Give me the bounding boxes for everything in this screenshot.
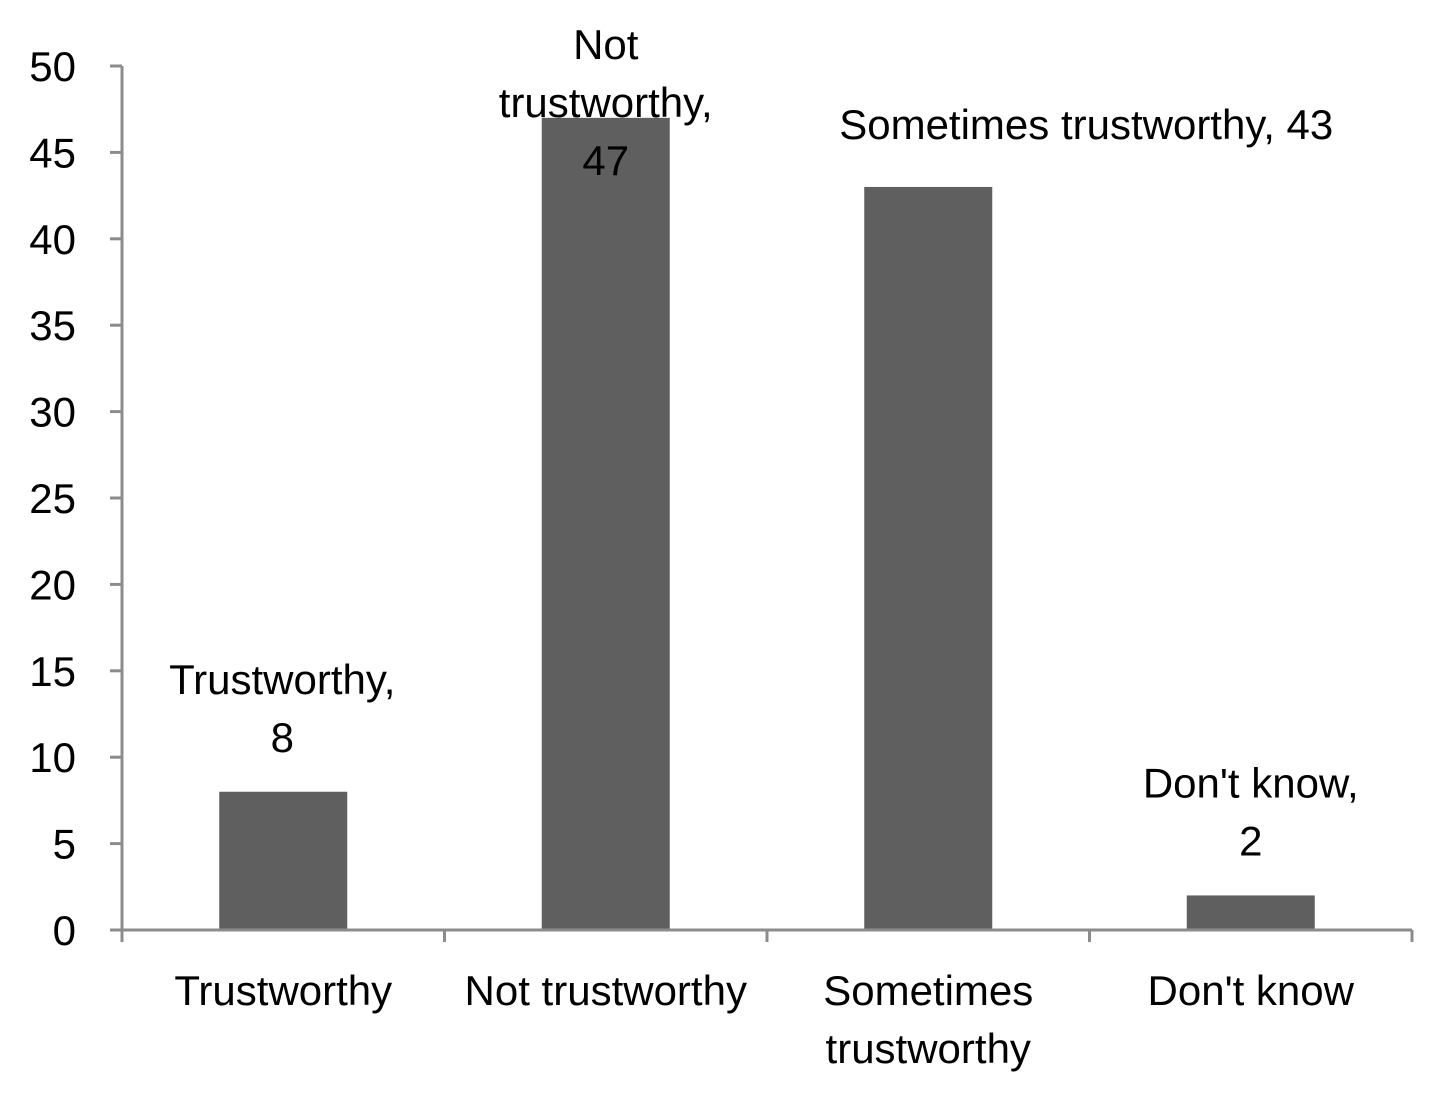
category-label: trustworthy (826, 1025, 1031, 1072)
axes (120, 66, 1412, 932)
y-tick-label: 25 (29, 475, 76, 522)
category-label: Sometimes (823, 967, 1033, 1014)
category-labels: Trustworthy Not trustworthy Sometimes trust… (174, 967, 1354, 1072)
data-label: Trustworthy, (169, 656, 395, 703)
bar (541, 117, 670, 931)
y-tick-label: 30 (29, 389, 76, 436)
data-label: Don't know, (1143, 759, 1359, 806)
data-label: Sometimes trustworthy, 43 (839, 101, 1333, 148)
y-tick-label: 5 (53, 821, 76, 868)
y-tick-label: 15 (29, 648, 76, 695)
bar (864, 186, 993, 930)
data-label: Not (573, 21, 639, 68)
y-tick-label: 45 (29, 129, 76, 176)
bars (219, 117, 1315, 931)
y-tick-label: 35 (29, 302, 76, 349)
y-tick-label: 50 (29, 43, 76, 90)
y-tick-label: 20 (29, 561, 76, 608)
data-label: 8 (271, 714, 294, 761)
x-axis-ticks (120, 930, 1414, 942)
category-label: Not trustworthy (465, 967, 747, 1014)
data-labels: Trustworthy, 8 Not trustworthy, 47 Sometimes … (169, 21, 1359, 865)
bar (219, 791, 348, 930)
data-label: 47 (582, 137, 629, 184)
y-tick-label: 40 (29, 216, 76, 263)
y-axis-ticks: 0 5 10 15 20 25 30 35 40 45 50 (29, 43, 122, 954)
category-label: Trustworthy (174, 967, 392, 1014)
data-label: trustworthy, (499, 79, 713, 126)
bar (1186, 895, 1315, 930)
data-label: 2 (1239, 817, 1262, 864)
category-label: Don't know (1148, 967, 1355, 1014)
y-tick-label: 10 (29, 734, 76, 781)
y-tick-label: 0 (53, 907, 76, 954)
